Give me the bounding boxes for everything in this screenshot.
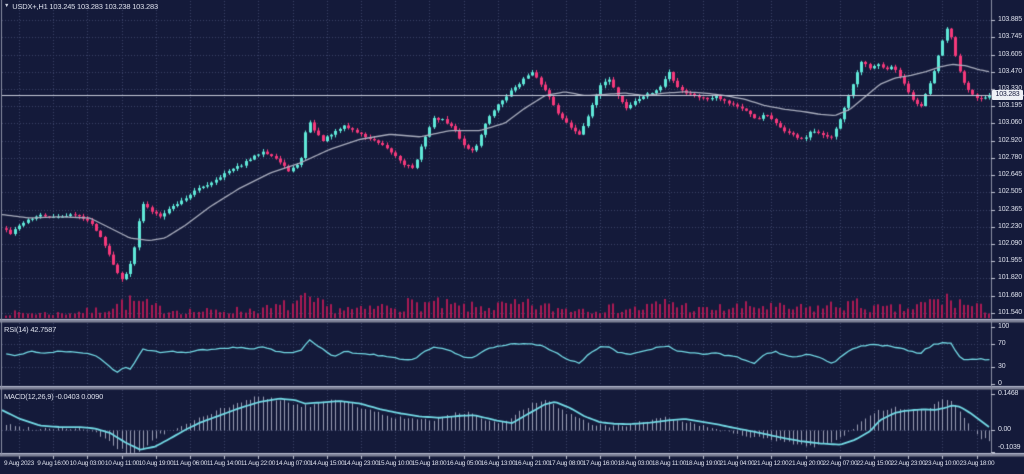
price-tick-label: 101.680 — [998, 292, 1022, 299]
time-tick-label: 21 Aug 20:00 — [788, 460, 824, 467]
time-tick-label: 14 Aug 07:00 — [275, 460, 311, 467]
macd-indicator-label: MACD(12,26,9) -0.0403 0.0090 — [4, 392, 104, 401]
time-tick-label: 11 Aug 14:00 — [206, 460, 242, 467]
time-tick-label: 18 Aug 03:00 — [617, 460, 653, 467]
rsi-tick-label: 70 — [998, 340, 1006, 347]
time-tick-label: 9 Aug 2023 — [4, 460, 34, 467]
price-tick-label: 103.605 — [998, 51, 1022, 58]
time-tick-label: 10 Aug 11:00 — [104, 460, 140, 467]
price-tick-label: 102.645 — [998, 171, 1022, 178]
rsi-tick-label: 100 — [998, 323, 1010, 330]
rsi-indicator-label: RSI(14) 42.7587 — [4, 325, 57, 334]
macd-tick-label: -0.1039 — [998, 444, 1021, 451]
time-tick-label: 16 Aug 21:00 — [514, 460, 550, 467]
time-tick-label: 14 Aug 23:00 — [343, 460, 379, 467]
time-tick-label: 10 Aug 03:00 — [69, 460, 105, 467]
collapse-indicator-icon[interactable]: ▼ — [4, 2, 10, 9]
time-tick-label: 15 Aug 10:00 — [377, 460, 413, 467]
time-tick-label: 15 Aug 18:00 — [411, 460, 447, 467]
time-tick-label: 21 Aug 04:00 — [719, 460, 755, 467]
rsi-tick-label: 30 — [998, 363, 1006, 370]
price-tick-label: 103.195 — [998, 102, 1022, 109]
time-axis[interactable]: 9 Aug 2023 9 Aug 16:00 10 Aug 03:00 10 Aug … — [0, 455, 1024, 474]
price-tick-label: 102.780 — [998, 154, 1022, 161]
time-tick-label: 16 Aug 13:00 — [480, 460, 516, 467]
price-axis[interactable]: 103.885 103.745 103.605 103.470 103.330 103.1… — [991, 0, 1024, 456]
time-tick-label: 23 Aug 18:00 — [959, 460, 995, 467]
price-tick-label: 102.230 — [998, 223, 1022, 230]
time-tick-label: 11 Aug 06:00 — [172, 460, 208, 467]
time-tick-label: 22 Aug 15:00 — [856, 460, 892, 467]
time-tick-label: 18 Aug 19:00 — [685, 460, 721, 467]
price-tick-label: 103.330 — [998, 85, 1022, 92]
time-tick-label: 10 Aug 19:00 — [138, 460, 174, 467]
chart-title: ▼ USDX+,H1 103.245 103.283 103.238 103.2… — [4, 2, 158, 11]
time-tick-label: 22 Aug 23:00 — [890, 460, 926, 467]
macd-tick-label: 0.1468 — [998, 390, 1019, 397]
rsi-tick-label: 0 — [998, 380, 1002, 387]
time-tick-label: 17 Aug 16:00 — [582, 460, 618, 467]
time-tick-label: 17 Aug 08:00 — [548, 460, 584, 467]
time-tick-label: 18 Aug 11:00 — [651, 460, 687, 467]
price-tick-label: 103.885 — [998, 16, 1022, 23]
price-tick-label: 102.365 — [998, 206, 1022, 213]
price-tick-label: 102.505 — [998, 188, 1022, 195]
price-tick-label: 103.060 — [998, 119, 1022, 126]
macd-tick-label: 0.00 — [998, 426, 1011, 433]
price-tick-label: 102.090 — [998, 240, 1022, 247]
time-tick-label: 11 Aug 22:00 — [240, 460, 276, 467]
price-tick-label: 103.745 — [998, 33, 1022, 40]
price-tick-label: 101.820 — [998, 274, 1022, 281]
price-tick-label: 101.955 — [998, 257, 1022, 264]
current-price-badge: 103.283 — [992, 90, 1023, 100]
time-tick-label: 9 Aug 16:00 — [37, 460, 69, 467]
chart-title-text: USDX+,H1 103.245 103.283 103.238 103.283 — [12, 2, 158, 11]
time-tick-label: 16 Aug 05:00 — [446, 460, 482, 467]
time-tick-label: 23 Aug 10:00 — [924, 460, 960, 467]
price-tick-label: 103.470 — [998, 68, 1022, 75]
time-tick-label: 22 Aug 07:00 — [822, 460, 858, 467]
time-tick-label: 21 Aug 12:00 — [753, 460, 789, 467]
time-tick-label: 14 Aug 15:00 — [309, 460, 345, 467]
price-tick-label: 101.540 — [998, 309, 1022, 316]
price-tick-label: 102.920 — [998, 137, 1022, 144]
